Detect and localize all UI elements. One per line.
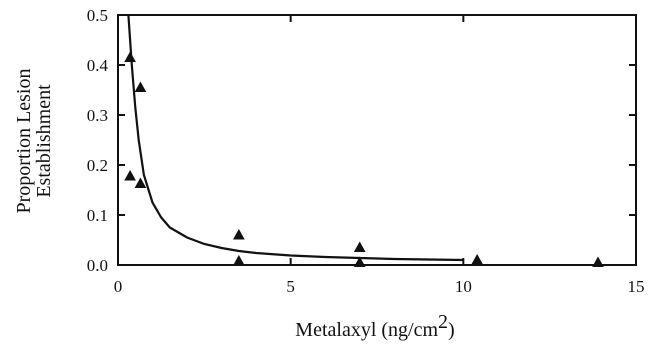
y-tick-label: 0.3 [87,106,108,125]
data-point-triangle [233,228,245,240]
data-point-triangle [233,254,245,266]
y-tick-label: 0.4 [87,56,109,75]
x-tick-label: 0 [114,277,123,296]
data-point-triangle [353,256,366,267]
plot-frame [117,14,637,266]
data-point-triangle [134,177,147,188]
data-point-triangle [124,169,136,181]
y-tick-label: 0.5 [87,6,108,25]
x-tick-label: 15 [628,277,645,296]
y-tick-label: 0.2 [87,156,108,175]
y-axis-label-line-1: Proportion Lesion [13,69,35,214]
x-axis-label-superscript: 2 [438,311,448,333]
x-axis-label-close: ) [448,319,455,341]
data-point-triangle [353,241,366,252]
y-tick-label: 0.1 [87,206,108,225]
x-tick-label: 10 [455,277,472,296]
x-tick-label: 5 [286,277,295,296]
data-point-triangle [134,81,147,92]
x-axis-label: Metalaxyl (ng/cm2) [295,311,454,341]
data-point-triangle [592,256,604,267]
fit-curve-line [127,14,464,262]
data-point-triangle [471,253,483,265]
data-point-triangle [124,51,136,62]
y-tick-label: 0.0 [87,256,108,275]
y-axis-label-line-2: Establishment [33,84,55,198]
x-axis-label-text: Metalaxyl (ng/cm [295,319,438,341]
